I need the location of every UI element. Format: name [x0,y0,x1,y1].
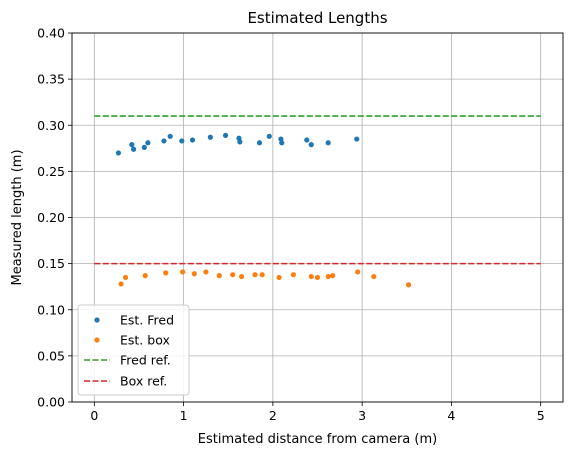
legend-marker-est-box [94,337,100,343]
data-point-est-fred [145,140,151,146]
data-point-est-box [118,281,124,287]
y-tick-label: 0.40 [37,26,65,41]
data-point-est-box [325,273,331,280]
x-tick-label: 0 [90,408,98,423]
x-tick-label: 3 [358,408,366,423]
axis-ticks: 0 1 2 3 4 5 0.00 0.05 0.10 0.15 0.20 0.25 0.30 0.35 0.… [37,26,545,424]
y-tick-label: 0.00 [37,395,65,410]
data-point-est-box [230,272,236,278]
x-tick-label: 5 [537,408,545,423]
data-point-est-box [163,270,169,276]
data-point-est-box [252,272,258,278]
data-point-est-fred [167,133,173,139]
data-point-est-box [405,282,412,288]
data-point-est-fred [161,138,167,144]
y-tick-label: 0.05 [37,348,65,363]
data-point-est-fred [189,137,196,143]
data-point-est-box [330,273,336,279]
data-point-est-fred [141,144,147,150]
legend-box [77,304,190,396]
x-tick-label: 1 [180,408,188,423]
legend-label-est-fred: Est. Fred [120,313,174,328]
data-point-est-fred [354,136,360,142]
y-tick-label: 0.15 [37,256,65,271]
data-point-est-fred [237,139,243,145]
y-tick-label: 0.30 [37,118,65,133]
data-point-est-fred [207,134,213,140]
x-axis-label: Estimated distance from camera (m) [198,432,437,447]
data-point-est-box [371,273,377,280]
y-tick-label: 0.20 [37,210,65,225]
data-point-est-box [216,273,222,279]
data-point-est-fred [325,140,331,146]
data-point-est-box [276,274,282,281]
data-point-est-fred [129,142,135,148]
legend-label-box-ref: Box ref. [120,374,167,389]
plot-series [94,115,541,288]
data-point-est-fred [279,140,285,146]
legend: Est. Fred Est. box Fred ref. Box ref. [77,304,190,396]
grid-lines [72,32,563,403]
data-point-est-box [142,273,148,279]
y-tick-label: 0.35 [37,72,65,87]
data-point-est-fred [115,150,122,156]
legend-label-fred-ref: Fred ref. [120,353,171,368]
data-point-est-box [314,274,321,281]
data-point-est-box [355,269,361,275]
data-point-est-box [239,273,245,280]
chart-title: Estimated Lengths [247,9,387,27]
y-axis-label: Measured length (m) [10,149,25,285]
data-point-est-box [180,269,186,275]
legend-label-est-box: Est. box [120,333,170,348]
data-point-est-box [308,273,314,280]
y-tick-label: 0.25 [37,164,65,179]
data-point-est-fred [304,137,310,143]
y-tick-label: 0.10 [37,302,65,317]
data-point-est-box [203,269,209,275]
data-point-est-fred [179,138,185,144]
data-point-est-fred [308,142,314,148]
data-point-est-fred [256,140,263,146]
data-point-est-fred [266,133,272,139]
data-point-est-fred [222,132,229,138]
x-tick-label: 4 [447,408,455,423]
data-point-est-box [259,272,265,278]
data-point-est-box [191,271,197,277]
legend-marker-est-fred [94,317,100,323]
data-point-est-fred [130,146,137,152]
data-point-est-box [122,274,129,281]
data-point-est-box [290,272,296,278]
x-tick-label: 2 [269,408,277,423]
